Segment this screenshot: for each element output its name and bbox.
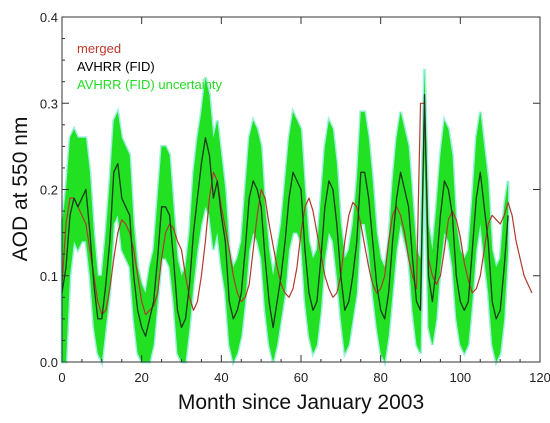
x-tick-label: 20 (134, 370, 148, 385)
y-axis-title: AOD at 550 nm (9, 117, 32, 262)
x-tick-label: 40 (214, 370, 228, 385)
x-tick-label: 60 (294, 370, 308, 385)
y-tick-label: 0.3 (40, 96, 58, 111)
x-tick-label: 120 (529, 370, 550, 385)
x-axis-title: Month since January 2003 (178, 391, 424, 414)
y-tick-label: 0.4 (40, 10, 58, 25)
legend-entry-merged: merged (77, 41, 121, 56)
uncertainty-band (62, 68, 509, 363)
x-tick-label: 0 (58, 370, 65, 385)
x-tick-label: 100 (449, 370, 471, 385)
legend-entry-uncertainty: AVHRR (FID) uncertainty (77, 77, 222, 92)
merged-series-line (61, 102, 533, 316)
legend-entry-avhrr: AVHRR (FID) (77, 59, 155, 74)
tick-layer: 0 20 40 60 80 100 120 0.0 0.1 0.2 0.3 0.4 (40, 10, 550, 385)
series-line-layer (61, 93, 533, 337)
x-tick-label: 80 (373, 370, 387, 385)
legend: merged AVHRR (FID) AVHRR (FID) uncertain… (77, 41, 222, 92)
y-tick-label: 0.0 (40, 355, 58, 370)
y-tick-label: 0.2 (40, 183, 58, 198)
avhrr-series-line (61, 93, 509, 337)
y-tick-label: 0.1 (40, 269, 58, 284)
